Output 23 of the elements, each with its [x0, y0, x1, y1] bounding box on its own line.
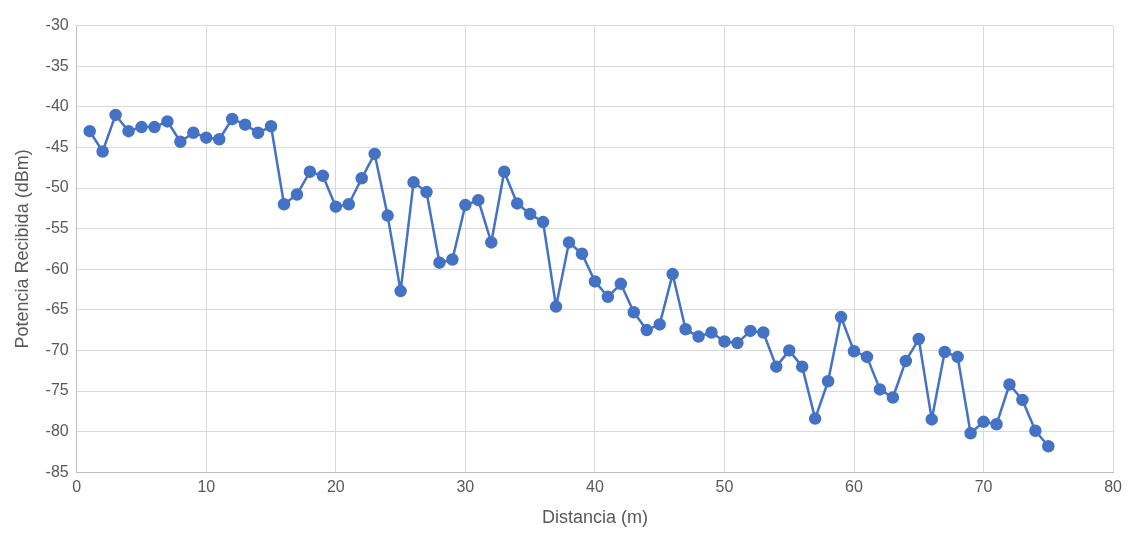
y-tick-label: -65	[45, 300, 69, 318]
x-tick-label: 40	[586, 478, 604, 496]
x-tick-label: 50	[715, 478, 734, 496]
y-tick-label: -45	[45, 137, 69, 155]
x-tick-label: 0	[72, 478, 82, 496]
x-tick-label: 80	[1104, 478, 1123, 496]
y-tick-label: -55	[45, 219, 69, 237]
x-tick-label: 30	[456, 478, 475, 496]
x-tick-label: 60	[845, 478, 864, 496]
y-tick-label: -85	[45, 462, 69, 480]
y-axis-title: Potencia Recibida (dBm)	[11, 149, 32, 349]
y-tick-label: -75	[45, 381, 69, 399]
y-tick-label: -50	[45, 178, 69, 196]
y-tick-label: -35	[45, 56, 69, 74]
y-tick-label: -80	[45, 422, 69, 440]
y-tick-label: -40	[45, 97, 69, 115]
y-tick-label: -30	[45, 16, 69, 34]
x-tick-label: 10	[197, 478, 216, 496]
x-tick-label: 20	[326, 478, 345, 496]
x-tick-label: 70	[974, 478, 993, 496]
y-tick-label: -60	[45, 259, 69, 277]
x-axis-title: Distancia (m)	[541, 507, 648, 528]
y-tick-label: -70	[45, 340, 69, 358]
